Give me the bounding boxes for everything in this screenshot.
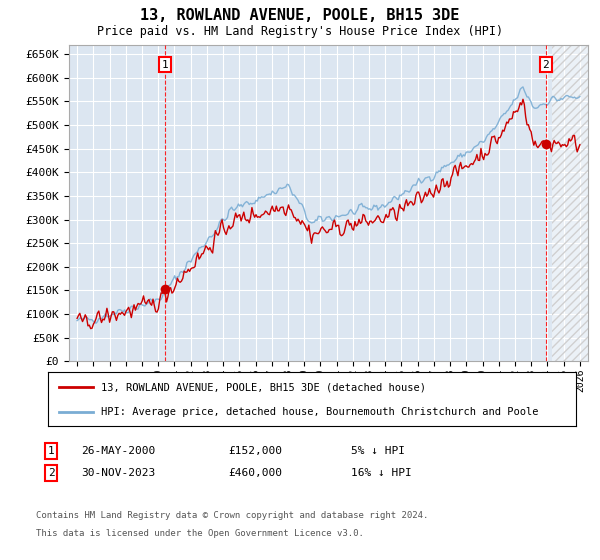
Text: 2: 2	[47, 468, 55, 478]
Text: 30-NOV-2023: 30-NOV-2023	[81, 468, 155, 478]
Text: 2: 2	[542, 59, 549, 69]
Text: 26-MAY-2000: 26-MAY-2000	[81, 446, 155, 456]
Text: Contains HM Land Registry data © Crown copyright and database right 2024.: Contains HM Land Registry data © Crown c…	[36, 511, 428, 520]
Text: This data is licensed under the Open Government Licence v3.0.: This data is licensed under the Open Gov…	[36, 529, 364, 538]
Text: 16% ↓ HPI: 16% ↓ HPI	[351, 468, 412, 478]
Text: £152,000: £152,000	[228, 446, 282, 456]
Text: 13, ROWLAND AVENUE, POOLE, BH15 3DE (detached house): 13, ROWLAND AVENUE, POOLE, BH15 3DE (det…	[101, 382, 426, 393]
Text: 5% ↓ HPI: 5% ↓ HPI	[351, 446, 405, 456]
Text: Price paid vs. HM Land Registry's House Price Index (HPI): Price paid vs. HM Land Registry's House …	[97, 25, 503, 38]
Text: 1: 1	[47, 446, 55, 456]
Text: HPI: Average price, detached house, Bournemouth Christchurch and Poole: HPI: Average price, detached house, Bour…	[101, 407, 538, 417]
Text: £460,000: £460,000	[228, 468, 282, 478]
Text: 1: 1	[161, 59, 168, 69]
Text: 13, ROWLAND AVENUE, POOLE, BH15 3DE: 13, ROWLAND AVENUE, POOLE, BH15 3DE	[140, 8, 460, 24]
